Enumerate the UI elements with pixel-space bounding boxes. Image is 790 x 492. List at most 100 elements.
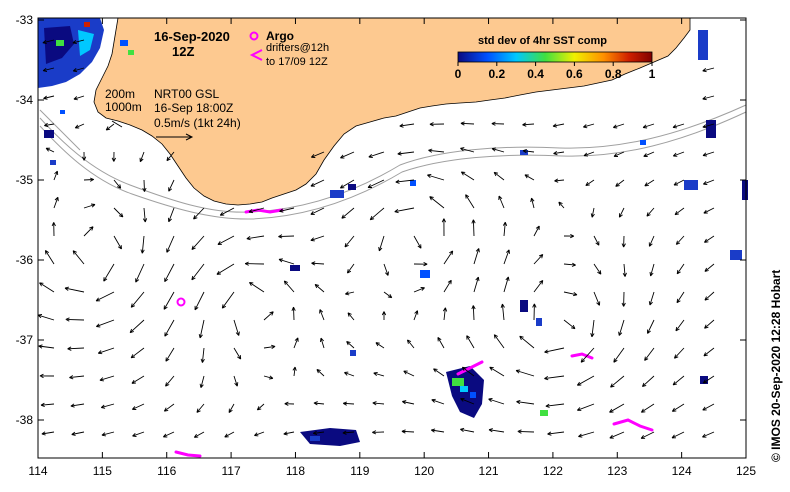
- colorbar-ticks: 0 0.2 0.4 0.6 0.8 1: [455, 62, 656, 81]
- current-arrow: [563, 319, 576, 330]
- drifter-track-3: [570, 352, 594, 360]
- current-arrow: [375, 342, 385, 349]
- current-arrow: [95, 319, 115, 328]
- current-arrow: [72, 250, 85, 265]
- current-arrow: [164, 263, 175, 283]
- current-arrow: [381, 311, 387, 320]
- current-arrow: [291, 306, 296, 321]
- current-arrow: [233, 319, 240, 336]
- current-arrow: [519, 335, 535, 349]
- current-arrow: [200, 347, 205, 363]
- current-arrow: [671, 431, 685, 439]
- y-tick-label: -38: [16, 413, 34, 427]
- current-arrow: [672, 375, 685, 386]
- current-arrow: [647, 319, 655, 334]
- current-arrow: [702, 151, 715, 157]
- current-arrow: [491, 147, 505, 153]
- current-arrow: [671, 403, 685, 412]
- current-arrow: [69, 375, 85, 380]
- current-arrow: [413, 235, 422, 249]
- current-arrow: [673, 347, 685, 359]
- current-arrow: [164, 319, 175, 337]
- current-arrow: [71, 431, 85, 436]
- y-axis: -33 -34 -35 -36 -37 -38: [16, 13, 746, 427]
- current-arrow: [583, 151, 595, 157]
- current-arrow: [622, 263, 627, 277]
- current-arrow: [283, 280, 295, 293]
- x-tick-label: 114: [28, 464, 47, 478]
- current-arrow: [672, 151, 685, 157]
- current-arrow: [516, 399, 535, 405]
- current-arrow: [316, 368, 325, 377]
- current-arrow: [101, 431, 115, 437]
- land-mass: [38, 17, 691, 206]
- y-tick-label: -35: [16, 173, 34, 187]
- current-arrow: [72, 67, 85, 73]
- current-arrow: [515, 369, 535, 377]
- current-arrow: [640, 403, 655, 413]
- current-arrow: [193, 431, 205, 438]
- current-arrow: [609, 431, 625, 439]
- current-arrow: [113, 207, 124, 218]
- current-arrow: [642, 123, 655, 129]
- current-arrow: [533, 253, 544, 265]
- drifter-track-4: [612, 418, 654, 432]
- current-arrow: [310, 207, 325, 215]
- colorbar-tick-label: 0.8: [605, 67, 622, 81]
- current-arrow: [67, 346, 85, 351]
- current-arrow: [578, 431, 595, 438]
- current-arrow: [442, 307, 448, 321]
- current-arrow: [191, 235, 205, 251]
- y-tick-label: -37: [16, 333, 34, 347]
- current-arrow: [42, 67, 55, 72]
- current-arrow: [131, 375, 145, 384]
- x-axis: 114 115 116 117 118 119 120 121 122 123 124 125: [28, 18, 756, 478]
- current-arrow: [278, 258, 295, 265]
- colorbar: [457, 51, 653, 63]
- current-arrow: [443, 250, 454, 265]
- current-arrow: [613, 347, 625, 363]
- current-arrow: [163, 403, 175, 412]
- current-arrow: [649, 263, 655, 277]
- current-arrow: [311, 261, 325, 266]
- current-arrow: [675, 235, 685, 245]
- current-arrow: [612, 123, 625, 129]
- current-arrow: [83, 177, 95, 182]
- current-arrow: [406, 339, 415, 349]
- current-arrow: [193, 207, 205, 220]
- current-arrow: [70, 403, 85, 408]
- current-arrow: [576, 403, 595, 412]
- current-arrow: [292, 366, 297, 377]
- current-arrow: [702, 123, 715, 129]
- current-arrow: [460, 121, 475, 126]
- current-arrow: [313, 401, 325, 406]
- current-arrow: [704, 319, 715, 329]
- current-arrow: [493, 334, 505, 349]
- current-arrow: [431, 398, 445, 405]
- colorbar-tick-label: 1: [649, 67, 656, 81]
- current-arrow: [437, 337, 445, 349]
- current-arrow: [196, 403, 205, 413]
- current-arrow: [166, 235, 175, 253]
- current-arrow: [41, 431, 55, 436]
- current-arrow: [342, 401, 355, 406]
- current-arrow: [105, 123, 115, 131]
- current-arrow: [397, 151, 415, 156]
- current-arrow: [139, 151, 145, 163]
- current-arrow: [394, 207, 415, 214]
- current-arrow: [675, 319, 685, 332]
- current-arrow: [399, 123, 415, 128]
- current-arrow: [471, 305, 476, 321]
- drifter-track-5: [174, 450, 202, 458]
- x-tick-label: 123: [607, 464, 627, 478]
- current-arrow: [703, 347, 715, 357]
- current-arrow: [199, 375, 205, 388]
- isobath-1000m: [39, 111, 747, 220]
- current-arrow: [228, 403, 235, 413]
- current-arrow: [198, 319, 205, 339]
- current-arrow: [111, 151, 117, 162]
- legend-argo-icon: [249, 31, 259, 41]
- current-arrow: [39, 282, 55, 293]
- current-arrow: [489, 366, 505, 377]
- current-arrow: [641, 375, 655, 388]
